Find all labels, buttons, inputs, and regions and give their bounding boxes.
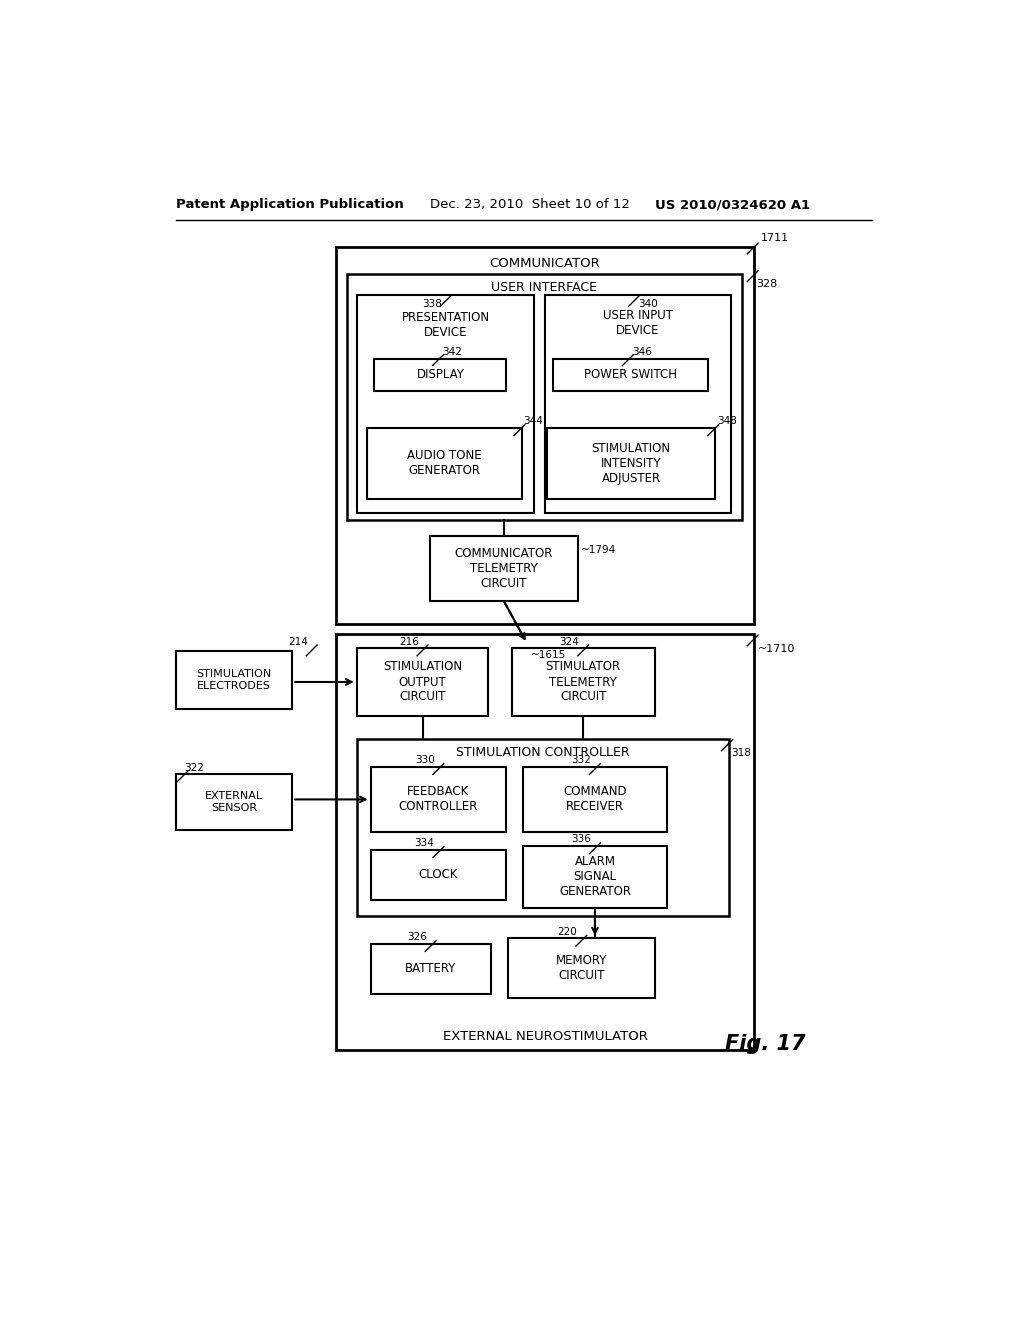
Text: MEMORY
CIRCUIT: MEMORY CIRCUIT	[556, 954, 607, 982]
Text: COMMUNICATOR
TELEMETRY
CIRCUIT: COMMUNICATOR TELEMETRY CIRCUIT	[455, 546, 553, 590]
Text: USER INPUT
DEVICE: USER INPUT DEVICE	[603, 309, 673, 337]
Text: 346: 346	[632, 347, 651, 358]
Text: PRESENTATION
DEVICE: PRESENTATION DEVICE	[401, 310, 489, 339]
Bar	[336, 635, 755, 1051]
Text: BATTERY: BATTERY	[404, 962, 457, 975]
Bar	[523, 846, 667, 908]
Bar	[346, 275, 741, 520]
Bar	[553, 359, 708, 391]
Bar	[547, 428, 716, 499]
Bar	[430, 536, 578, 601]
Text: EXTERNAL NEUROSTIMULATOR: EXTERNAL NEUROSTIMULATOR	[442, 1030, 647, 1043]
Bar	[357, 296, 535, 512]
Text: 322: 322	[183, 763, 204, 774]
Text: 1711: 1711	[761, 234, 788, 243]
Text: 214: 214	[288, 636, 308, 647]
Bar	[375, 359, 506, 391]
Bar	[371, 850, 506, 900]
Bar	[356, 739, 729, 916]
Text: 220: 220	[558, 927, 578, 937]
Text: 216: 216	[398, 636, 419, 647]
Text: POWER SWITCH: POWER SWITCH	[584, 368, 677, 381]
Text: COMMUNICATOR: COMMUNICATOR	[489, 257, 600, 271]
Text: US 2010/0324620 A1: US 2010/0324620 A1	[655, 198, 810, 211]
Bar	[356, 648, 488, 715]
Text: Patent Application Publication: Patent Application Publication	[176, 198, 403, 211]
Text: STIMULATION
OUTPUT
CIRCUIT: STIMULATION OUTPUT CIRCUIT	[383, 660, 462, 704]
Text: 328: 328	[757, 280, 778, 289]
Bar	[523, 767, 667, 832]
Text: ~1710: ~1710	[758, 644, 796, 653]
Bar	[176, 651, 292, 709]
Text: USER INTERFACE: USER INTERFACE	[492, 281, 597, 294]
Text: Fig. 17: Fig. 17	[725, 1034, 805, 1053]
Text: STIMULATION CONTROLLER: STIMULATION CONTROLLER	[456, 746, 630, 759]
Text: 326: 326	[407, 932, 427, 942]
Text: ~1615: ~1615	[531, 649, 566, 660]
Text: DISPLAY: DISPLAY	[417, 368, 464, 381]
Text: Dec. 23, 2010  Sheet 10 of 12: Dec. 23, 2010 Sheet 10 of 12	[430, 198, 630, 211]
Text: AUDIO TONE
GENERATOR: AUDIO TONE GENERATOR	[407, 449, 481, 478]
Text: STIMULATION
INTENSITY
ADJUSTER: STIMULATION INTENSITY ADJUSTER	[592, 442, 671, 484]
Bar	[545, 296, 731, 512]
Bar	[336, 247, 755, 624]
Text: CLOCK: CLOCK	[419, 869, 458, 882]
Bar	[176, 775, 292, 830]
Text: 332: 332	[571, 755, 591, 766]
Text: 334: 334	[415, 838, 434, 849]
Text: 338: 338	[422, 300, 442, 309]
Bar	[367, 428, 521, 499]
Text: ALARM
SIGNAL
GENERATOR: ALARM SIGNAL GENERATOR	[559, 855, 631, 899]
Text: 318: 318	[731, 748, 751, 758]
Text: STIMULATION
ELECTRODES: STIMULATION ELECTRODES	[197, 669, 271, 690]
Text: EXTERNAL
SENSOR: EXTERNAL SENSOR	[205, 791, 263, 813]
Bar	[512, 648, 655, 715]
Bar	[371, 767, 506, 832]
Text: 340: 340	[638, 300, 657, 309]
Text: 348: 348	[717, 416, 737, 426]
Text: ~1794: ~1794	[582, 545, 616, 554]
Text: COMMAND
RECEIVER: COMMAND RECEIVER	[563, 785, 627, 813]
Text: 336: 336	[571, 834, 591, 845]
Text: STIMULATOR
TELEMETRY
CIRCUIT: STIMULATOR TELEMETRY CIRCUIT	[546, 660, 621, 704]
Text: 342: 342	[442, 347, 462, 358]
Text: 324: 324	[559, 636, 580, 647]
Text: 330: 330	[415, 755, 434, 766]
Text: 344: 344	[523, 416, 543, 426]
Bar	[508, 939, 655, 998]
Text: FEEDBACK
CONTROLLER: FEEDBACK CONTROLLER	[398, 785, 478, 813]
Bar	[371, 944, 490, 994]
